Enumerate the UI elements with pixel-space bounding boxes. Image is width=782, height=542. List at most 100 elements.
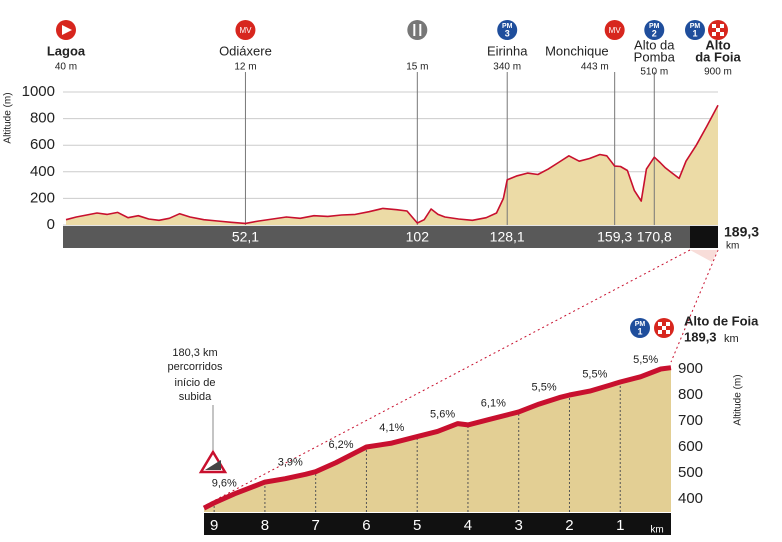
badge-label: PM xyxy=(502,23,513,30)
climb-note: 180,3 km xyxy=(172,347,217,359)
place-name: Lagoa xyxy=(47,43,86,58)
badge-label: PM xyxy=(635,321,646,328)
distance-band xyxy=(63,226,690,248)
badge-category: 3 xyxy=(505,28,510,38)
gradient-label: 6,2% xyxy=(329,439,354,451)
gradient-label: 6,1% xyxy=(481,397,506,409)
place-name: da Foia xyxy=(695,49,741,64)
climb-start-icon xyxy=(205,460,221,470)
gradient-label: 5,5% xyxy=(532,381,557,393)
finish-icon xyxy=(720,24,724,28)
sprint-badge xyxy=(235,20,256,40)
badge-label: PM xyxy=(649,23,660,30)
y-tick-label: 200 xyxy=(30,189,55,206)
gradient-label: 3,9% xyxy=(278,457,303,469)
x-tick-label: 4 xyxy=(464,517,472,534)
y-tick-label: 500 xyxy=(678,464,703,481)
distance-unit: km xyxy=(650,525,663,536)
finish-icon xyxy=(658,330,662,334)
zoom-connector xyxy=(203,249,691,507)
badge-category: 1 xyxy=(692,28,697,38)
finish-icon xyxy=(666,322,670,326)
sprint-badge xyxy=(604,20,625,40)
finish-icon xyxy=(712,32,716,36)
finish-icon xyxy=(658,322,662,326)
mountain-badge xyxy=(630,318,650,338)
summit-unit: km xyxy=(724,333,739,345)
x-tick-label: 3 xyxy=(515,517,523,534)
elevation-line xyxy=(202,365,672,511)
x-tick-label: 6 xyxy=(362,517,370,534)
y-tick-label: 1000 xyxy=(22,83,55,100)
x-tick-label: 5 xyxy=(413,517,421,534)
finish-icon xyxy=(666,330,670,334)
place-altitude: 510 m xyxy=(640,67,668,78)
place-name: Alto xyxy=(705,37,730,52)
badge-label: MV xyxy=(239,26,252,35)
x-tick-label: 159,3 xyxy=(597,229,632,245)
place-altitude: 15 m xyxy=(406,62,428,73)
summit-name: Alto de Foia xyxy=(684,313,759,328)
mountain-badge xyxy=(685,20,705,40)
place-name: Pomba xyxy=(634,49,676,64)
summit-distance: 189,3 xyxy=(684,329,717,344)
feed-badge xyxy=(407,20,428,40)
zoom-highlight xyxy=(690,250,718,262)
y-tick-label: 800 xyxy=(30,110,55,127)
elevation-line xyxy=(65,104,719,225)
zoom-connector xyxy=(670,249,719,363)
badge-category: 1 xyxy=(637,326,642,336)
y-tick-label: 600 xyxy=(678,438,703,455)
y-axis-label: Altitude (m) xyxy=(3,92,14,143)
finish-band xyxy=(690,226,718,248)
y-tick-label: 400 xyxy=(30,163,55,180)
place-name: Odiáxere xyxy=(219,43,272,58)
place-name: Eirinha xyxy=(487,43,528,58)
x-tick-label: 128,1 xyxy=(490,229,525,245)
place-name: Alto da xyxy=(634,37,675,52)
finish-icon xyxy=(716,28,720,32)
climb-note: percorridos xyxy=(167,361,223,373)
gradient-label: 5,5% xyxy=(633,354,658,366)
finish-icon xyxy=(712,24,716,28)
x-tick-label: 8 xyxy=(261,517,269,534)
start-icon xyxy=(62,25,72,35)
mountain-badge xyxy=(497,20,518,40)
badge-label: MV xyxy=(609,26,622,35)
total-distance: 189,3 xyxy=(724,224,759,240)
distance-unit: km xyxy=(726,241,739,252)
gradient-label: 5,6% xyxy=(430,408,455,420)
place-altitude: 900 m xyxy=(704,67,732,78)
climb-note: início de xyxy=(175,377,216,389)
y-tick-label: 800 xyxy=(678,386,703,403)
gradient-label: 4,1% xyxy=(379,422,404,434)
y-tick-label: 900 xyxy=(678,360,703,377)
finish-icon xyxy=(720,32,724,36)
place-altitude: 443 m xyxy=(581,62,609,73)
x-tick-label: 2 xyxy=(565,517,573,534)
y-axis-label: Altitude (m) xyxy=(733,374,744,425)
mountain-badge xyxy=(644,20,665,40)
place-name: Monchique xyxy=(545,43,609,58)
place-altitude: 340 m xyxy=(493,62,521,73)
x-tick-label: 170,8 xyxy=(637,229,672,245)
y-tick-label: 700 xyxy=(678,412,703,429)
area xyxy=(66,105,718,225)
climb-note: subida xyxy=(179,391,212,403)
gradient-label: 9,6% xyxy=(212,477,237,489)
place-altitude: 40 m xyxy=(55,62,77,73)
area xyxy=(204,367,671,512)
place-altitude: 12 m xyxy=(234,62,256,73)
distance-band xyxy=(204,513,671,535)
x-tick-label: 9 xyxy=(210,517,218,534)
badge-label: PM xyxy=(690,23,701,30)
badge-category: 2 xyxy=(652,28,657,38)
x-tick-label: 7 xyxy=(312,517,320,534)
finish-icon xyxy=(662,326,666,330)
x-tick-label: 52,1 xyxy=(232,229,259,245)
y-tick-label: 600 xyxy=(30,136,55,153)
y-tick-label: 400 xyxy=(678,490,703,507)
x-tick-label: 1 xyxy=(616,517,624,534)
